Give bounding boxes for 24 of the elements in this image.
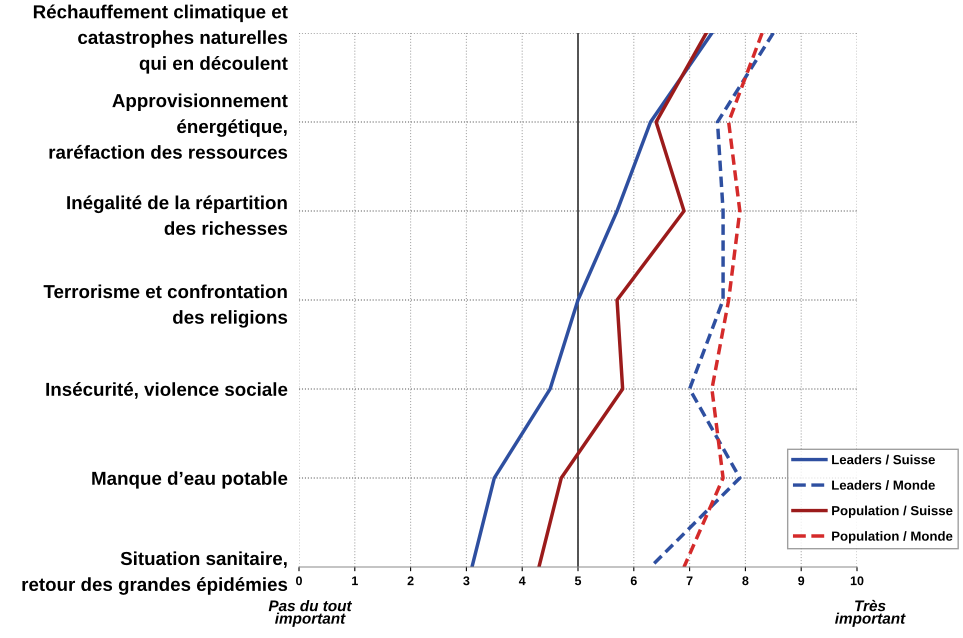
x-tick-label: 9 [798,576,804,586]
y-tick-label: Terrorisme et confrontation des religions [44,284,288,328]
y-tick-label: Situation sanitaire, retour des grandes épidémies [22,551,288,595]
legend-label: Population / Suisse [832,506,952,518]
text: Très important [835,600,906,627]
x-tick-label: 6 [630,576,637,586]
x-tick-label: 1 [352,576,358,586]
y-tick-label: Manque d’eau potable [92,471,288,489]
x-tick-label: 8 [742,576,748,586]
x-tick-label: 4 [518,576,526,586]
x-tick-label: 7 [686,576,693,586]
y-tick-label: Inégalité de la répartition des richesses [67,195,288,235]
legend-label: Leaders / Suisse [832,454,935,464]
x-tick-label: 0 [296,576,302,586]
y-tick-label: Réchauffement climatique et catastrophes naturelles qui en découlent [34,4,288,74]
text: Pas du tout important [268,600,352,627]
y-tick-label: Approvisionnement énergétique, raréfaction des ressources [49,93,288,159]
x-tick-label: 2 [408,576,414,586]
x-tick-label: 5 [574,576,582,586]
legend-label: Leaders / Monde [832,480,935,490]
x-tick-label: 3 [463,576,470,586]
x-tick-label: 10 [850,576,864,586]
legend-label: Population / Monde [832,531,952,544]
y-tick-label: Insécurité, violence sociale [46,382,288,399]
